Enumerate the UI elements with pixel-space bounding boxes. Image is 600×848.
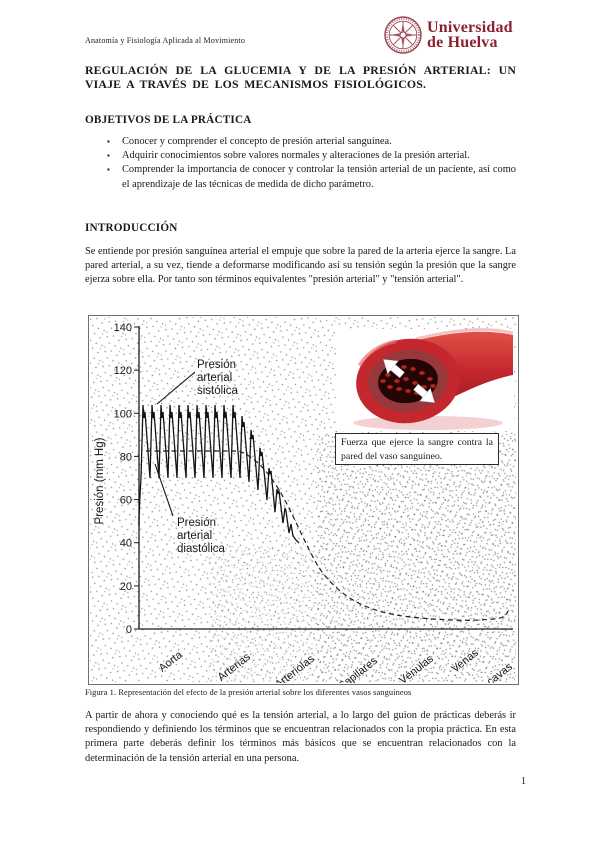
objectives-list: Conocer y comprender el concepto de pres… (85, 135, 516, 192)
objective-item: Comprender la importancia de conocer y c… (107, 163, 516, 191)
figure-caption: Figura 1. Representación del efecto de l… (85, 688, 412, 697)
systolic-pointer-line (156, 371, 196, 405)
mean-pressure-curve (146, 450, 509, 621)
y-tick: 120 (114, 365, 132, 377)
stipple-noise-dense (317, 434, 516, 682)
y-axis-label: Presión (mm Hg) (94, 437, 106, 524)
y-tick-labels: 140 120 100 80 60 40 20 0 (114, 322, 132, 636)
y-tick: 60 (120, 495, 132, 507)
university-name-line2: de Huelva (427, 34, 498, 51)
objective-item: Adquirir conocimientos sobre valores nor… (107, 149, 516, 163)
diastolic-pointer-line (154, 463, 174, 517)
diastolic-label-line: Presión (177, 517, 216, 529)
outward-force-arrows (383, 359, 435, 403)
university-name-line1: Universidad (427, 19, 513, 36)
diastolic-label-line: arterial (177, 530, 212, 542)
blood-pressure-chart: 140 120 100 80 60 40 20 0 Presión (mm Hg… (90, 317, 516, 683)
page-number: 1 (521, 776, 526, 787)
systolic-annotation: Presión arterial sistólica (197, 359, 239, 397)
blood-vessel-illustration (336, 328, 514, 431)
y-tick: 80 (120, 451, 132, 463)
university-seal-icon (384, 16, 422, 54)
systolic-label-line: sistólica (197, 385, 239, 397)
y-tick: 20 (120, 581, 132, 593)
objective-item: Conocer y comprender el concepto de pres… (107, 135, 516, 149)
figure-1: 140 120 100 80 60 40 20 0 Presión (mm Hg… (88, 315, 519, 685)
university-logo: Universidad de Huelva (383, 15, 513, 55)
y-tick: 100 (114, 408, 132, 420)
pulse-pressure-trace (138, 404, 300, 544)
inset-caption-box: Fuerza que ejerce la sangre contra la pa… (335, 433, 499, 466)
closing-paragraph: A partir de ahora y conociendo qué es la… (85, 710, 516, 764)
y-tick: 40 (120, 538, 132, 550)
university-wordmark: Universidad de Huelva (427, 19, 513, 51)
diastolic-annotation: Presión arterial diastólica (177, 517, 226, 555)
systolic-label-line: arterial (197, 372, 232, 384)
course-header: Anatomía y Fisiología Aplicada al Movimi… (85, 36, 246, 45)
introduction-heading: INTRODUCCIÓN (85, 222, 178, 234)
stipple-noise-mid (209, 546, 319, 682)
y-axis-ticks (134, 326, 139, 630)
introduction-paragraph: Se entiende por presión sanguínea arteri… (85, 246, 516, 286)
objectives-heading: OBJETIVOS DE LA PRÁCTICA (85, 114, 252, 126)
diastolic-label-line: diastólica (177, 543, 226, 555)
y-tick: 0 (126, 624, 132, 636)
document-title: REGULACIÓN DE LA GLUCEMIA Y DE LA PRESIÓ… (85, 63, 516, 91)
systolic-label-line: Presión (197, 359, 236, 371)
y-tick: 140 (114, 322, 132, 334)
